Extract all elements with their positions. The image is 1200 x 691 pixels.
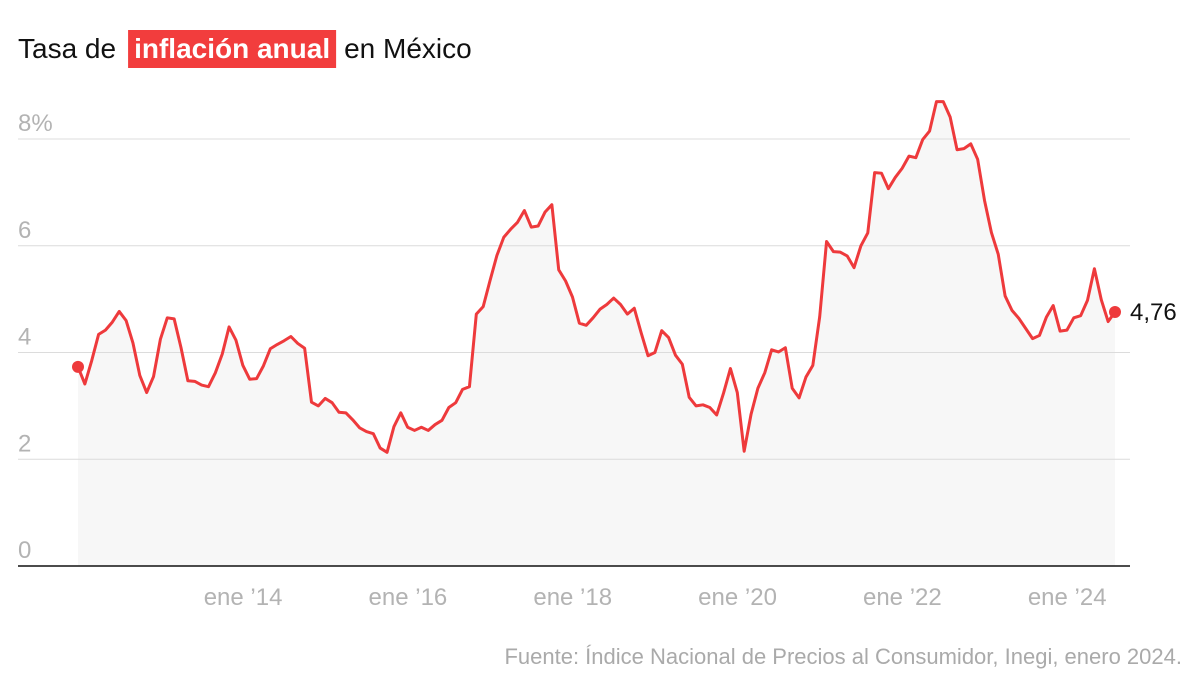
x-tick-label: ene ’22 [863,584,942,611]
title-highlight [128,30,337,68]
y-tick-label: 0 [18,537,31,564]
y-tick-label: 8% [18,110,53,137]
chart-title-highlight: inflación anual [134,33,330,64]
y-tick-label: 2 [18,430,31,457]
line [76,100,1117,454]
source: Fuente: Índice Nacional de Precios al Co… [504,644,1182,669]
chart-title: Tasa de [18,33,116,64]
y-tick-label: 4 [18,324,31,351]
x-tick-label: ene ’16 [369,584,448,611]
area [78,101,1115,566]
value-label: 4,76 [1130,299,1177,326]
x-tick-label: ene ’14 [204,584,283,611]
chart-title-end: en México [344,33,472,64]
x-tick-label: ene ’18 [533,584,612,611]
start-dot [72,360,84,373]
y-tick-label: 6 [18,217,31,244]
end-dot [1109,305,1121,318]
x-tick-label: ene ’20 [698,584,777,611]
x-tick-label: ene ’24 [1028,584,1107,611]
